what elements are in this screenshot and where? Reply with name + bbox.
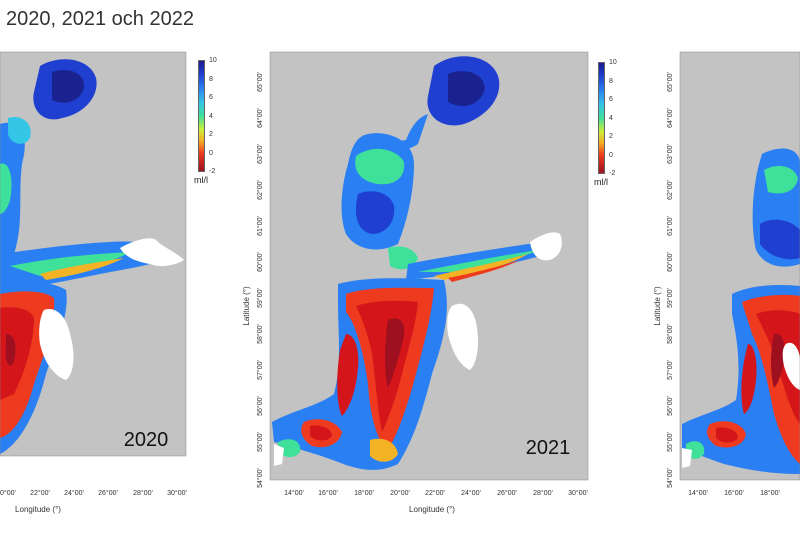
lon-tick-label: 26°00' (497, 489, 517, 497)
colorbar-unit: ml/l (194, 175, 208, 185)
y-axis-label: Latitude (°) (653, 286, 662, 326)
lat-tick-label: 55°00' (666, 432, 674, 452)
lat-axis-2022: 54°00' 55°00' 56°00' 57°00' 58°00' 59°00… (666, 72, 674, 488)
lon-tick-label: 16°00' (724, 489, 744, 497)
lat-tick-label: 54°00' (666, 468, 674, 488)
lat-tick-label: 56°00' (256, 396, 264, 416)
colorbar-tick: 2 (209, 131, 213, 138)
map-panel-2022: 54°00' 55°00' 56°00' 57°00' 58°00' 59°00… (652, 44, 800, 524)
sea-oxygen-2022 (682, 148, 800, 474)
lat-axis-2021: 54°00' 55°00' 56°00' 57°00' 58°00' 59°00… (256, 72, 264, 488)
x-axis-label: Longitude (°) (409, 505, 455, 514)
lat-tick-label: 59°00' (256, 288, 264, 308)
lon-tick-label: 24°00' (461, 489, 481, 497)
colorbar-tick: 10 (209, 57, 217, 64)
lat-tick-label: 58°00' (256, 324, 264, 344)
map-panel-2020: 20°00' 22°00' 24°00' 26°00' 28°00' 30°00… (0, 44, 200, 524)
lat-tick-label: 57°00' (256, 360, 264, 380)
lon-tick-label: 20°00' (390, 489, 410, 497)
lon-tick-label: 20°00' (0, 489, 16, 497)
sea-oxygen-2021 (272, 56, 562, 470)
page-title: 2020, 2021 och 2022 (6, 8, 194, 30)
lat-tick-label: 65°00' (666, 72, 674, 92)
colorbar-gradient (598, 62, 605, 174)
colorbar-tick: 0 (609, 152, 613, 159)
colorbar-tick: 6 (209, 94, 213, 101)
lat-tick-label: 58°00' (666, 324, 674, 344)
year-label: 2021 (526, 437, 571, 459)
colorbar-gradient (198, 60, 205, 172)
lon-tick-label: 14°00' (688, 489, 708, 497)
lon-tick-label: 22°00' (425, 489, 445, 497)
map-2022: 54°00' 55°00' 56°00' 57°00' 58°00' 59°00… (653, 51, 800, 497)
lat-tick-label: 62°00' (256, 180, 264, 200)
lon-tick-label: 18°00' (354, 489, 374, 497)
lat-tick-label: 54°00' (256, 468, 264, 488)
lat-tick-label: 56°00' (666, 396, 674, 416)
colorbar-tick: 2 (609, 133, 613, 140)
lat-tick-label: 60°00' (256, 252, 264, 272)
colorbar-2021: 10 8 6 4 2 0 -2 ml/l (594, 59, 638, 192)
lat-tick-label: 59°00' (666, 288, 674, 308)
lon-tick-label: 14°00' (284, 489, 304, 497)
colorbar-tick: 10 (609, 59, 617, 66)
lat-tick-label: 65°00' (256, 72, 264, 92)
lat-tick-label: 64°00' (666, 108, 674, 128)
map-panel-2021: 54°00' 55°00' 56°00' 57°00' 58°00' 59°00… (238, 44, 598, 524)
colorbar-2020: 10 8 6 4 2 0 -2 ml/l (194, 57, 238, 190)
lon-tick-label: 18°00' (760, 489, 780, 497)
lon-axis-2021: 14°00' 16°00' 18°00' 20°00' 22°00' 24°00… (284, 489, 588, 497)
map-2021: 54°00' 55°00' 56°00' 57°00' 58°00' 59°00… (242, 51, 589, 514)
colorbar-tick: -2 (609, 170, 616, 177)
colorbar-tick: 4 (209, 113, 213, 120)
lon-tick-label: 28°00' (133, 489, 153, 497)
lat-tick-label: 57°00' (666, 360, 674, 380)
x-axis-label: Longitude (°) (15, 505, 61, 514)
lon-tick-label: 24°00' (64, 489, 84, 497)
lat-tick-label: 61°00' (666, 216, 674, 236)
lon-tick-label: 22°00' (30, 489, 50, 497)
sea-oxygen-2020 (0, 59, 184, 454)
colorbar-tick: 0 (209, 150, 213, 157)
lon-tick-label: 30°00' (568, 489, 588, 497)
lon-tick-label: 30°00' (167, 489, 187, 497)
year-label: 2020 (124, 429, 169, 451)
y-axis-label: Latitude (°) (242, 286, 251, 326)
colorbar-tick: 4 (609, 115, 613, 122)
lat-tick-label: 63°00' (666, 144, 674, 164)
lon-tick-label: 16°00' (318, 489, 338, 497)
lon-axis-2022: 14°00' 16°00' 18°00' (688, 489, 780, 497)
lat-tick-label: 64°00' (256, 108, 264, 128)
colorbar-tick: -2 (209, 168, 216, 175)
colorbar-tick: 8 (209, 76, 213, 83)
colorbar-tick: 8 (609, 78, 613, 85)
lat-tick-label: 61°00' (256, 216, 264, 236)
map-2020: 20°00' 22°00' 24°00' 26°00' 28°00' 30°00… (0, 51, 187, 514)
lon-tick-label: 28°00' (533, 489, 553, 497)
lat-tick-label: 55°00' (256, 432, 264, 452)
lat-tick-label: 60°00' (666, 252, 674, 272)
lat-tick-label: 62°00' (666, 180, 674, 200)
lon-tick-label: 26°00' (98, 489, 118, 497)
colorbar-tick: 6 (609, 96, 613, 103)
lat-tick-label: 63°00' (256, 144, 264, 164)
colorbar-unit: ml/l (594, 177, 608, 187)
lon-axis-2020: 20°00' 22°00' 24°00' 26°00' 28°00' 30°00… (0, 489, 187, 497)
